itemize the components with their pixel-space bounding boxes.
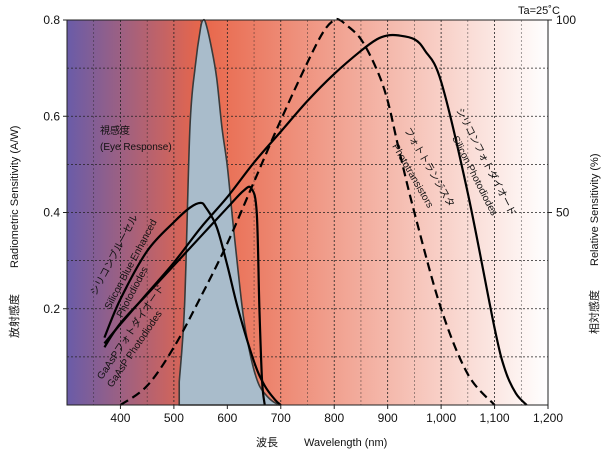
y-axis-label-right: Relative Sensitivity (%) bbox=[589, 154, 601, 266]
x-tick-label: 1,100 bbox=[480, 411, 510, 425]
series-layer bbox=[103, 17, 528, 406]
y-tick-label-left: 0.4 bbox=[43, 206, 60, 220]
y-tick-label-left: 0.6 bbox=[43, 109, 60, 123]
x-tick-label: 500 bbox=[164, 411, 184, 425]
y-tick-label-right: 50 bbox=[556, 206, 570, 220]
temperature-annotation: Ta=25˚C bbox=[518, 5, 560, 17]
eye-response-label-jp: 視感度 bbox=[100, 124, 130, 137]
series-gaasp-photodiodes-line bbox=[103, 185, 266, 406]
x-tick-label: 1,000 bbox=[426, 411, 456, 425]
x-tick-label: 800 bbox=[324, 411, 344, 425]
x-tick-label: 400 bbox=[110, 411, 130, 425]
eye-response-label: (Eye Response) bbox=[100, 142, 172, 153]
y-axis-label-right-jp: 相対感度 bbox=[587, 290, 601, 334]
series-photo-transistors-line bbox=[119, 17, 496, 406]
x-tick-label: 600 bbox=[217, 411, 237, 425]
y-axis-label-left-jp: 放射感度 bbox=[7, 294, 21, 338]
y-tick-label-left: 0.2 bbox=[43, 302, 60, 316]
x-axis-label: Wavelength (nm) bbox=[304, 437, 387, 449]
ticks: 400 500 600 700 800 900 1,000 1,100 1,200 0.2 0.4 0… bbox=[43, 13, 576, 425]
y-tick-label-right: 100 bbox=[556, 13, 576, 27]
x-tick-label: 700 bbox=[271, 411, 291, 425]
y-axis-label-left: Radiometric Sensitivity (A/W) bbox=[9, 126, 21, 268]
x-axis-label-jp: 波長 bbox=[256, 436, 278, 449]
series-silicon-blue-enhanced-photodiodes-line bbox=[103, 201, 282, 406]
y-tick-label-left: 0.8 bbox=[43, 13, 60, 27]
series-silicon-photodiodes-line bbox=[103, 33, 528, 406]
x-tick-label: 900 bbox=[378, 411, 398, 425]
x-tick-label: 1,200 bbox=[533, 411, 563, 425]
